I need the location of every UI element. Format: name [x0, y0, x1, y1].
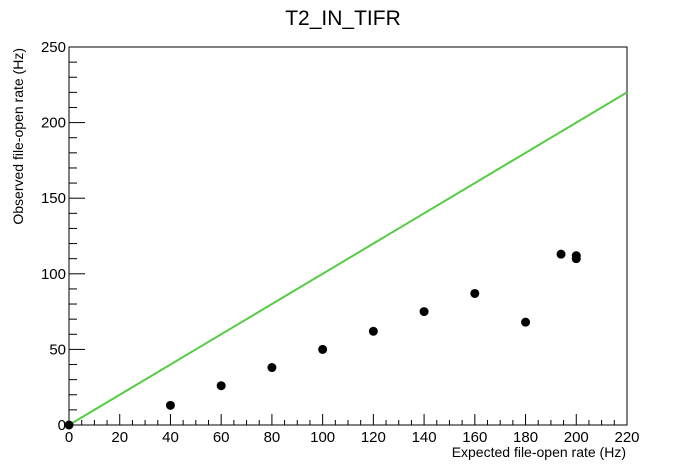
chart-title: T2_IN_TIFR [285, 7, 401, 30]
data-point [556, 249, 566, 259]
x-tick-label: 180 [513, 429, 538, 446]
y-tick-label: 50 [49, 341, 66, 358]
reference-line [68, 91, 628, 426]
y-axis-tick-labels: 0 50 100 150 200 250 [41, 39, 66, 434]
y-tick-label: 100 [41, 266, 66, 283]
x-tick-label: 40 [162, 429, 179, 446]
y-tick-label: 250 [41, 39, 66, 56]
x-tick-label: 140 [412, 429, 437, 446]
x-axis-tick-labels: 0 20 40 60 80 100 120 140 160 180 200 220 [65, 429, 640, 446]
data-point [64, 420, 74, 430]
y-tick-label: 0 [58, 417, 66, 434]
x-tick-label: 100 [310, 429, 335, 446]
data-point [165, 400, 175, 410]
y-tick-label: 200 [41, 115, 66, 132]
x-tick-label: 60 [213, 429, 230, 446]
y-axis-title: Observed file-open rate (Hz) [10, 48, 26, 225]
x-tick-label: 200 [564, 429, 589, 446]
reference-line-group [68, 91, 628, 426]
x-tick-label: 0 [65, 429, 73, 446]
x-tick-label: 220 [614, 429, 639, 446]
data-points [64, 249, 581, 430]
y-tick-label: 150 [41, 190, 66, 207]
data-point [571, 251, 581, 261]
data-point [521, 317, 531, 327]
data-point [419, 307, 429, 317]
y-axis-ticks [69, 46, 85, 426]
x-tick-label: 160 [462, 429, 487, 446]
data-point [216, 381, 226, 391]
data-point [318, 344, 328, 354]
x-tick-label: 20 [111, 429, 128, 446]
data-point [470, 288, 480, 298]
x-tick-label: 80 [264, 429, 281, 446]
data-point [368, 326, 378, 336]
x-tick-label: 120 [361, 429, 386, 446]
data-point [267, 363, 277, 373]
x-axis-ticks [68, 414, 628, 425]
x-axis-title: Expected file-open rate (Hz) [452, 444, 626, 460]
